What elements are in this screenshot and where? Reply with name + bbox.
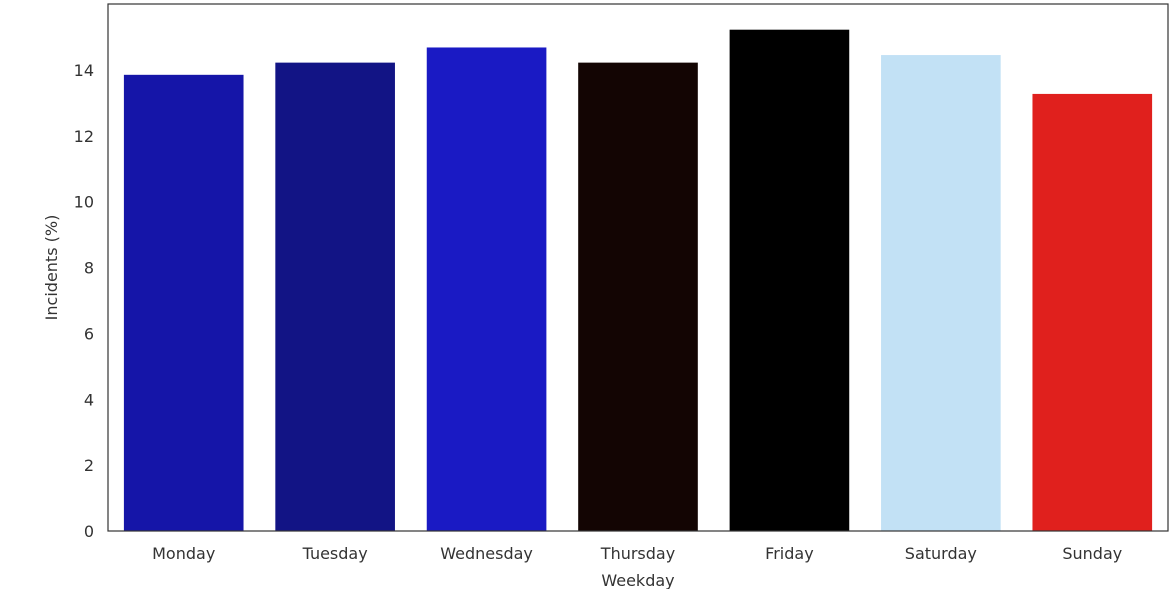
bar-friday — [729, 29, 850, 531]
y-tick-label: 12 — [74, 127, 94, 146]
x-tick-label: Tuesday — [302, 544, 368, 563]
x-tick-label: Thursday — [600, 544, 675, 563]
x-tick-label: Monday — [152, 544, 215, 563]
x-axis-title: Weekday — [601, 571, 674, 589]
y-tick-label: 10 — [74, 193, 94, 212]
bar-sunday — [1032, 93, 1153, 531]
x-tick-label: Saturday — [905, 544, 977, 563]
x-tick-label: Wednesday — [440, 544, 533, 563]
y-axis-title: Incidents (%) — [42, 215, 61, 321]
x-tick-label: Sunday — [1062, 544, 1122, 563]
bar-saturday — [881, 55, 1001, 531]
bars-group — [123, 29, 1153, 532]
bar-wednesday — [426, 47, 547, 531]
y-tick-label: 14 — [74, 61, 94, 80]
bar-monday — [123, 74, 244, 532]
y-tick-label: 8 — [84, 259, 94, 278]
y-tick-label: 4 — [84, 390, 94, 409]
x-tick-label: Friday — [765, 544, 814, 563]
bar-thursday — [578, 62, 698, 531]
y-tick-label: 6 — [84, 324, 94, 343]
plot-frame — [107, 3, 1169, 532]
y-tick-label: 0 — [84, 522, 94, 541]
y-tick-label: 2 — [84, 456, 94, 475]
bar-tuesday — [275, 62, 395, 531]
x-axis-ticks: Monday Tuesday Wednesday Thursday Friday Satu… — [152, 544, 1122, 563]
y-axis-ticks: 0 2 4 6 8 10 12 14 — [74, 61, 94, 541]
